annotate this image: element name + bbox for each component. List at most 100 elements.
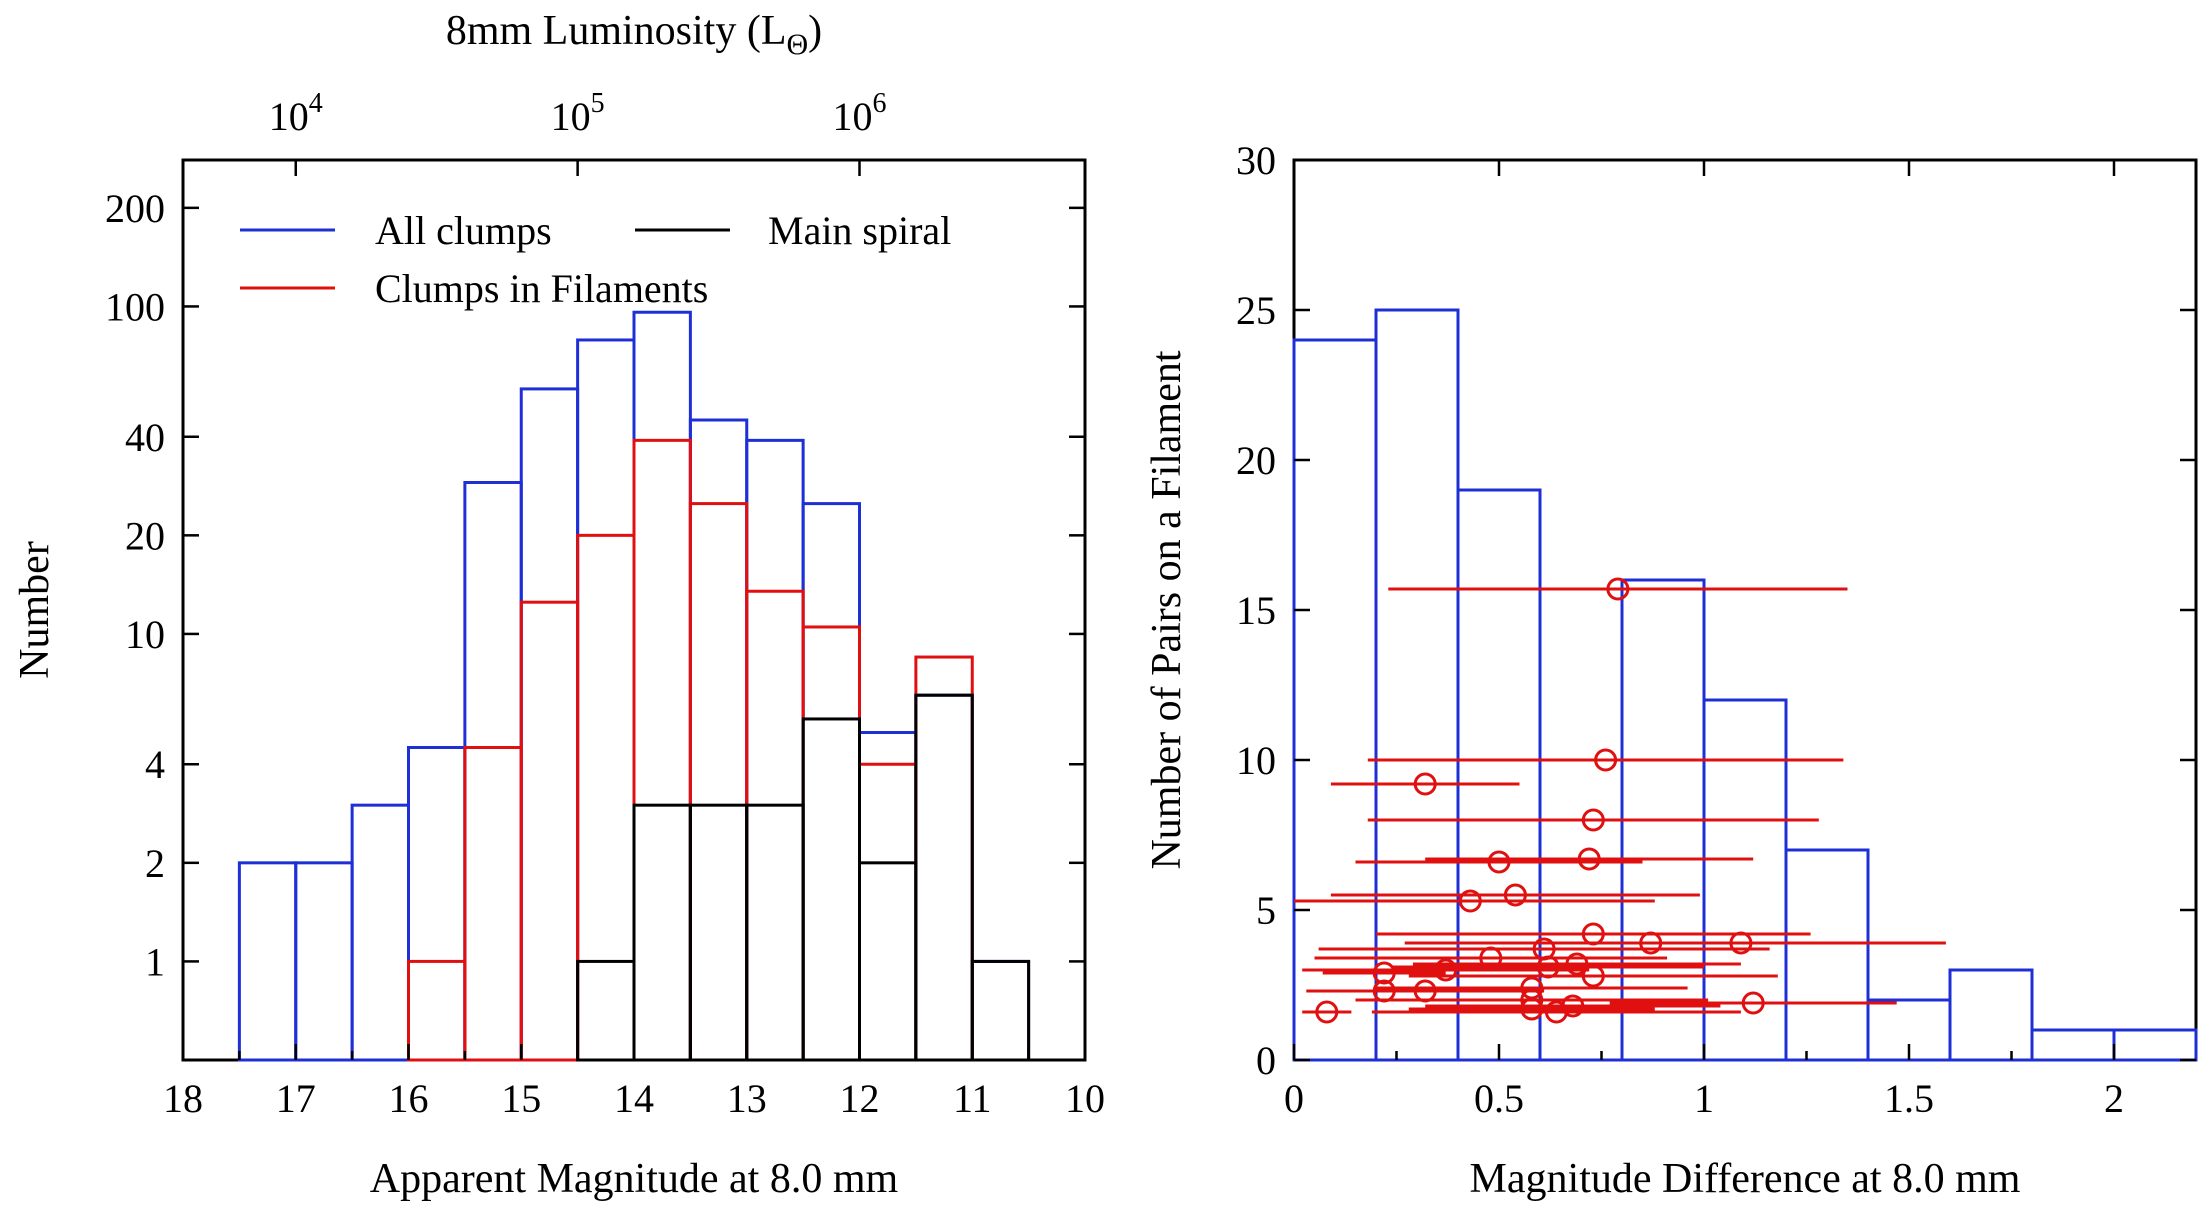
histogram-bar: [407, 745, 467, 1062]
legend-label-all-clumps: All clumps: [375, 208, 552, 253]
histogram-bar: [2030, 1028, 2116, 1062]
y-tick-label: 40: [125, 415, 165, 460]
x-tick-label: 17: [276, 1076, 316, 1121]
histogram-bar: [632, 438, 692, 1062]
data-point: [1371, 1000, 1741, 1024]
point-marker: [1594, 748, 1618, 772]
histogram-bar: [463, 745, 523, 1062]
histogram-bar: [801, 717, 861, 1062]
right-plot-frame: [1292, 158, 2198, 1062]
x-tick-label: 2: [2104, 1076, 2124, 1121]
point-marker: [1565, 952, 1589, 976]
histogram-bar: [519, 387, 580, 1062]
data-point: [1388, 577, 1848, 601]
x-tick-label: 10: [1065, 1076, 1105, 1121]
histogram-bar: [632, 310, 692, 1062]
data-point: [1294, 889, 1655, 913]
data-point: [1408, 997, 1655, 1021]
left-legend: All clumps Clumps in Filaments Main spiral: [240, 208, 951, 311]
histogram-bar: [801, 625, 861, 1062]
left-top-axis-label: 8mm Luminosity (LΘ): [446, 8, 822, 61]
histogram-bar: [407, 959, 467, 1062]
histogram-bar: [914, 655, 974, 1062]
y-tick-label: 4: [145, 742, 165, 787]
data-point: [1322, 961, 1446, 985]
y-tick-label: 20: [1236, 438, 1276, 483]
y-tick-label: 10: [1236, 738, 1276, 783]
top-tick-label: 106: [833, 88, 887, 139]
top-tick-label: 105: [551, 88, 605, 139]
histogram-bar: [576, 338, 636, 1062]
histogram-bar: [745, 589, 805, 1062]
point-marker: [1520, 997, 1544, 1021]
x-tick-label: 0.5: [1474, 1076, 1524, 1121]
left-y-axis-label: Number: [12, 541, 58, 679]
histogram-bar: [576, 959, 636, 1062]
data-point: [1535, 931, 1946, 955]
data-point: [1355, 850, 1643, 874]
data-point: [1425, 847, 1754, 871]
data-point: [1330, 772, 1520, 796]
histogram-bar: [688, 803, 749, 1062]
data-point: [1330, 883, 1700, 907]
histogram-bar: [858, 731, 918, 1062]
histogram-bar: [632, 803, 692, 1062]
histogram-bar: [519, 600, 580, 1062]
histogram-bar: [688, 502, 749, 1062]
y-tick-label: 200: [105, 186, 165, 231]
point-marker: [1581, 808, 1605, 832]
data-point: [1302, 1000, 1352, 1024]
right-x-axis-label: Magnitude Difference at 8.0 mm: [1470, 1156, 2021, 1202]
histogram-bar: [745, 803, 805, 1062]
x-tick-label: 11: [953, 1076, 992, 1121]
x-tick-label: 14: [614, 1076, 654, 1121]
y-tick-label: 30: [1236, 138, 1276, 183]
x-tick-label: 1: [1694, 1076, 1714, 1121]
point-marker: [1606, 577, 1630, 601]
histogram-bar: [858, 861, 918, 1062]
point-marker: [1741, 991, 1765, 1015]
histogram-bar: [970, 959, 1031, 1062]
y-tick-label: 100: [105, 284, 165, 329]
data-point: [1609, 991, 1897, 1015]
y-tick-label: 0: [1256, 1038, 1276, 1083]
x-tick-label: 1.5: [1884, 1076, 1934, 1121]
right-scatter-points: [1294, 577, 1946, 1024]
point-marker: [1458, 889, 1482, 913]
x-tick-label: 18: [163, 1076, 203, 1121]
y-tick-label: 20: [125, 513, 165, 558]
histogram-bar: [294, 861, 354, 1062]
histogram-bar: [688, 418, 749, 1062]
x-tick-label: 13: [727, 1076, 767, 1121]
y-tick-label: 2: [145, 841, 165, 886]
point-marker: [1487, 850, 1511, 874]
series-main-spiral: [576, 693, 1031, 1062]
histogram-bar: [745, 438, 805, 1062]
histogram-bar: [2112, 1028, 2198, 1062]
histogram-bar: [237, 861, 298, 1062]
y-tick-label: 5: [1256, 888, 1276, 933]
data-point: [1306, 979, 1545, 1003]
point-marker: [1581, 964, 1605, 988]
y-tick-label: 1: [145, 939, 165, 984]
data-point: [1367, 748, 1844, 772]
point-marker: [1544, 1000, 1568, 1024]
histogram-bar: [350, 803, 410, 1062]
histogram-bar: [914, 693, 974, 1062]
x-tick-label: 16: [389, 1076, 429, 1121]
histogram-bar: [1538, 758, 1624, 1062]
point-marker: [1503, 883, 1527, 907]
histogram-bar: [1784, 848, 1870, 1062]
histogram-bar: [858, 762, 918, 1062]
data-point: [1412, 952, 1741, 976]
data-point: [1367, 808, 1819, 832]
legend-label-clumps-in-filaments: Clumps in Filaments: [375, 266, 708, 311]
top-tick-label: 104: [269, 88, 323, 139]
histogram-bar: [463, 480, 523, 1062]
point-marker: [1372, 961, 1396, 985]
left-histogram-series: [237, 310, 1031, 1062]
